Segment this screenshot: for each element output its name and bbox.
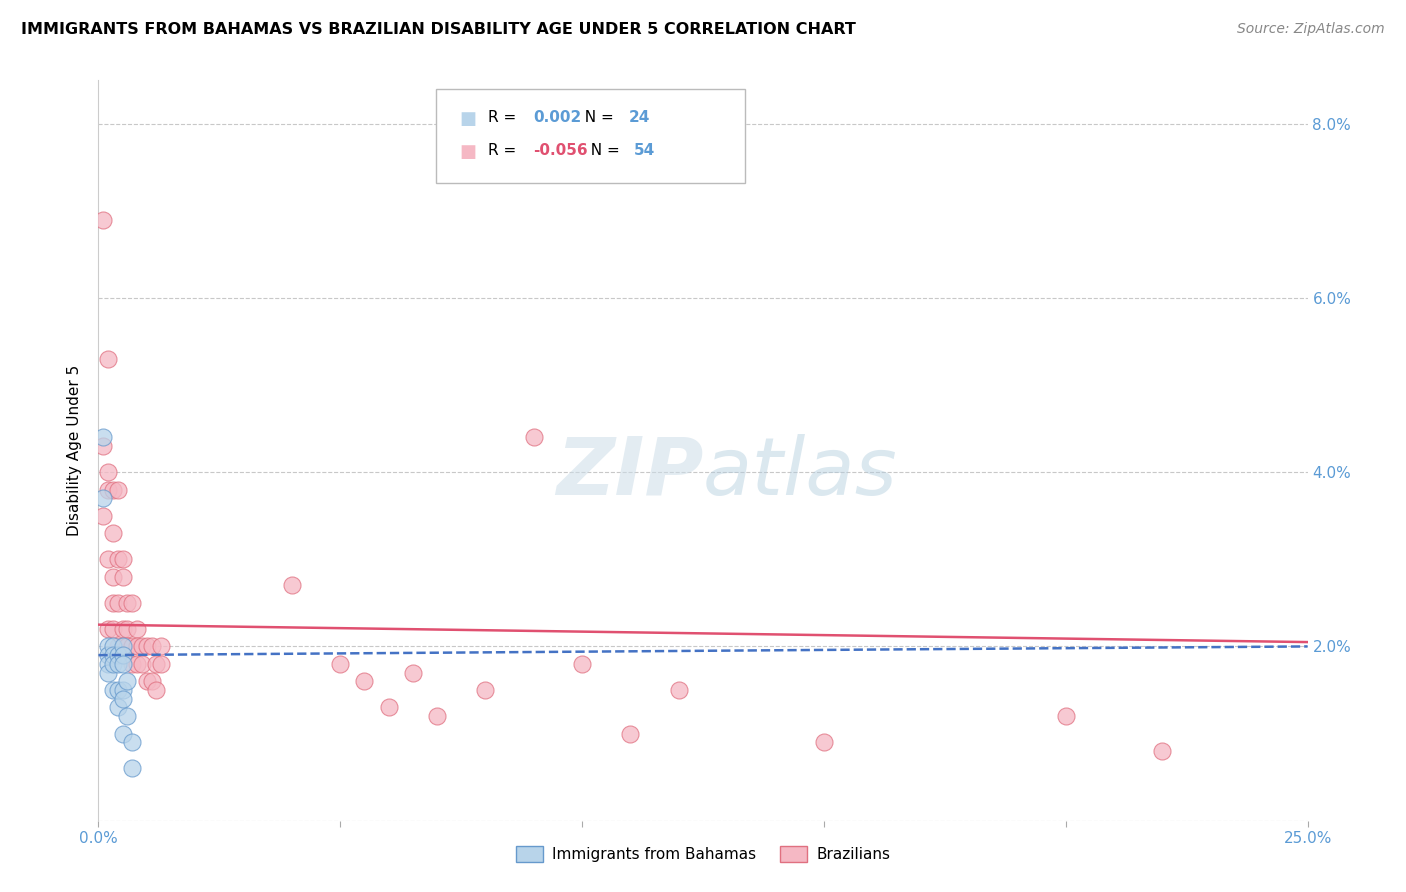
Point	[402, 665, 425, 680]
Point	[107, 596, 129, 610]
Point	[101, 640, 124, 654]
Point	[121, 657, 143, 671]
Point	[117, 596, 139, 610]
Point	[813, 735, 835, 749]
Point	[101, 657, 124, 671]
Point	[111, 640, 134, 654]
Point	[117, 622, 139, 636]
Point	[111, 726, 134, 740]
Text: ZIP: ZIP	[555, 434, 703, 512]
Point	[145, 657, 167, 671]
Point	[97, 622, 120, 636]
Point	[91, 508, 114, 523]
Point	[111, 552, 134, 566]
Point	[1152, 744, 1174, 758]
Point	[121, 640, 143, 654]
Text: atlas: atlas	[703, 434, 898, 512]
Point	[281, 578, 304, 592]
Point	[111, 648, 134, 662]
Point	[131, 657, 153, 671]
Point	[91, 212, 114, 227]
Point	[1054, 709, 1077, 723]
Point	[127, 622, 149, 636]
Text: 24: 24	[628, 110, 650, 125]
Y-axis label: Disability Age Under 5: Disability Age Under 5	[67, 365, 83, 536]
Text: R =: R =	[488, 143, 522, 158]
Point	[117, 640, 139, 654]
Point	[97, 640, 120, 654]
Point	[111, 570, 134, 584]
Point	[150, 657, 173, 671]
Point	[97, 483, 120, 497]
Point	[523, 430, 546, 444]
Point	[107, 657, 129, 671]
Point	[329, 657, 352, 671]
Point	[111, 691, 134, 706]
Point	[141, 640, 163, 654]
Text: ■: ■	[460, 110, 477, 128]
Point	[135, 640, 157, 654]
Text: Source: ZipAtlas.com: Source: ZipAtlas.com	[1237, 22, 1385, 37]
Point	[101, 683, 124, 698]
Point	[135, 674, 157, 689]
Point	[101, 622, 124, 636]
Text: 54: 54	[634, 143, 655, 158]
Point	[101, 596, 124, 610]
Point	[97, 552, 120, 566]
Point	[127, 640, 149, 654]
Point	[121, 735, 143, 749]
Point	[97, 465, 120, 479]
Point	[131, 640, 153, 654]
Text: -0.056: -0.056	[533, 143, 588, 158]
Point	[101, 483, 124, 497]
Point	[91, 491, 114, 506]
Text: N =: N =	[581, 143, 624, 158]
Text: IMMIGRANTS FROM BAHAMAS VS BRAZILIAN DISABILITY AGE UNDER 5 CORRELATION CHART: IMMIGRANTS FROM BAHAMAS VS BRAZILIAN DIS…	[21, 22, 856, 37]
Point	[571, 657, 593, 671]
Point	[91, 439, 114, 453]
Point	[107, 640, 129, 654]
Point	[107, 683, 129, 698]
Point	[107, 648, 129, 662]
Point	[97, 657, 120, 671]
Point	[377, 700, 399, 714]
Point	[97, 665, 120, 680]
Point	[107, 552, 129, 566]
Point	[101, 570, 124, 584]
Point	[111, 640, 134, 654]
Text: R =: R =	[488, 110, 522, 125]
Point	[101, 526, 124, 541]
Point	[117, 709, 139, 723]
Point	[121, 596, 143, 610]
Point	[97, 648, 120, 662]
Text: ■: ■	[460, 143, 477, 161]
Point	[111, 622, 134, 636]
Point	[668, 683, 690, 698]
Point	[141, 674, 163, 689]
Point	[145, 683, 167, 698]
Point	[111, 683, 134, 698]
Point	[474, 683, 496, 698]
Point	[97, 351, 120, 366]
Point	[91, 430, 114, 444]
Point	[426, 709, 449, 723]
Point	[121, 761, 143, 775]
Point	[150, 640, 173, 654]
Point	[107, 700, 129, 714]
Point	[353, 674, 375, 689]
Point	[107, 483, 129, 497]
Text: N =: N =	[575, 110, 619, 125]
Point	[127, 657, 149, 671]
Text: 0.002: 0.002	[533, 110, 581, 125]
Point	[117, 674, 139, 689]
Point	[101, 648, 124, 662]
Legend: Immigrants from Bahamas, Brazilians: Immigrants from Bahamas, Brazilians	[510, 840, 896, 869]
Point	[111, 657, 134, 671]
Point	[619, 726, 641, 740]
